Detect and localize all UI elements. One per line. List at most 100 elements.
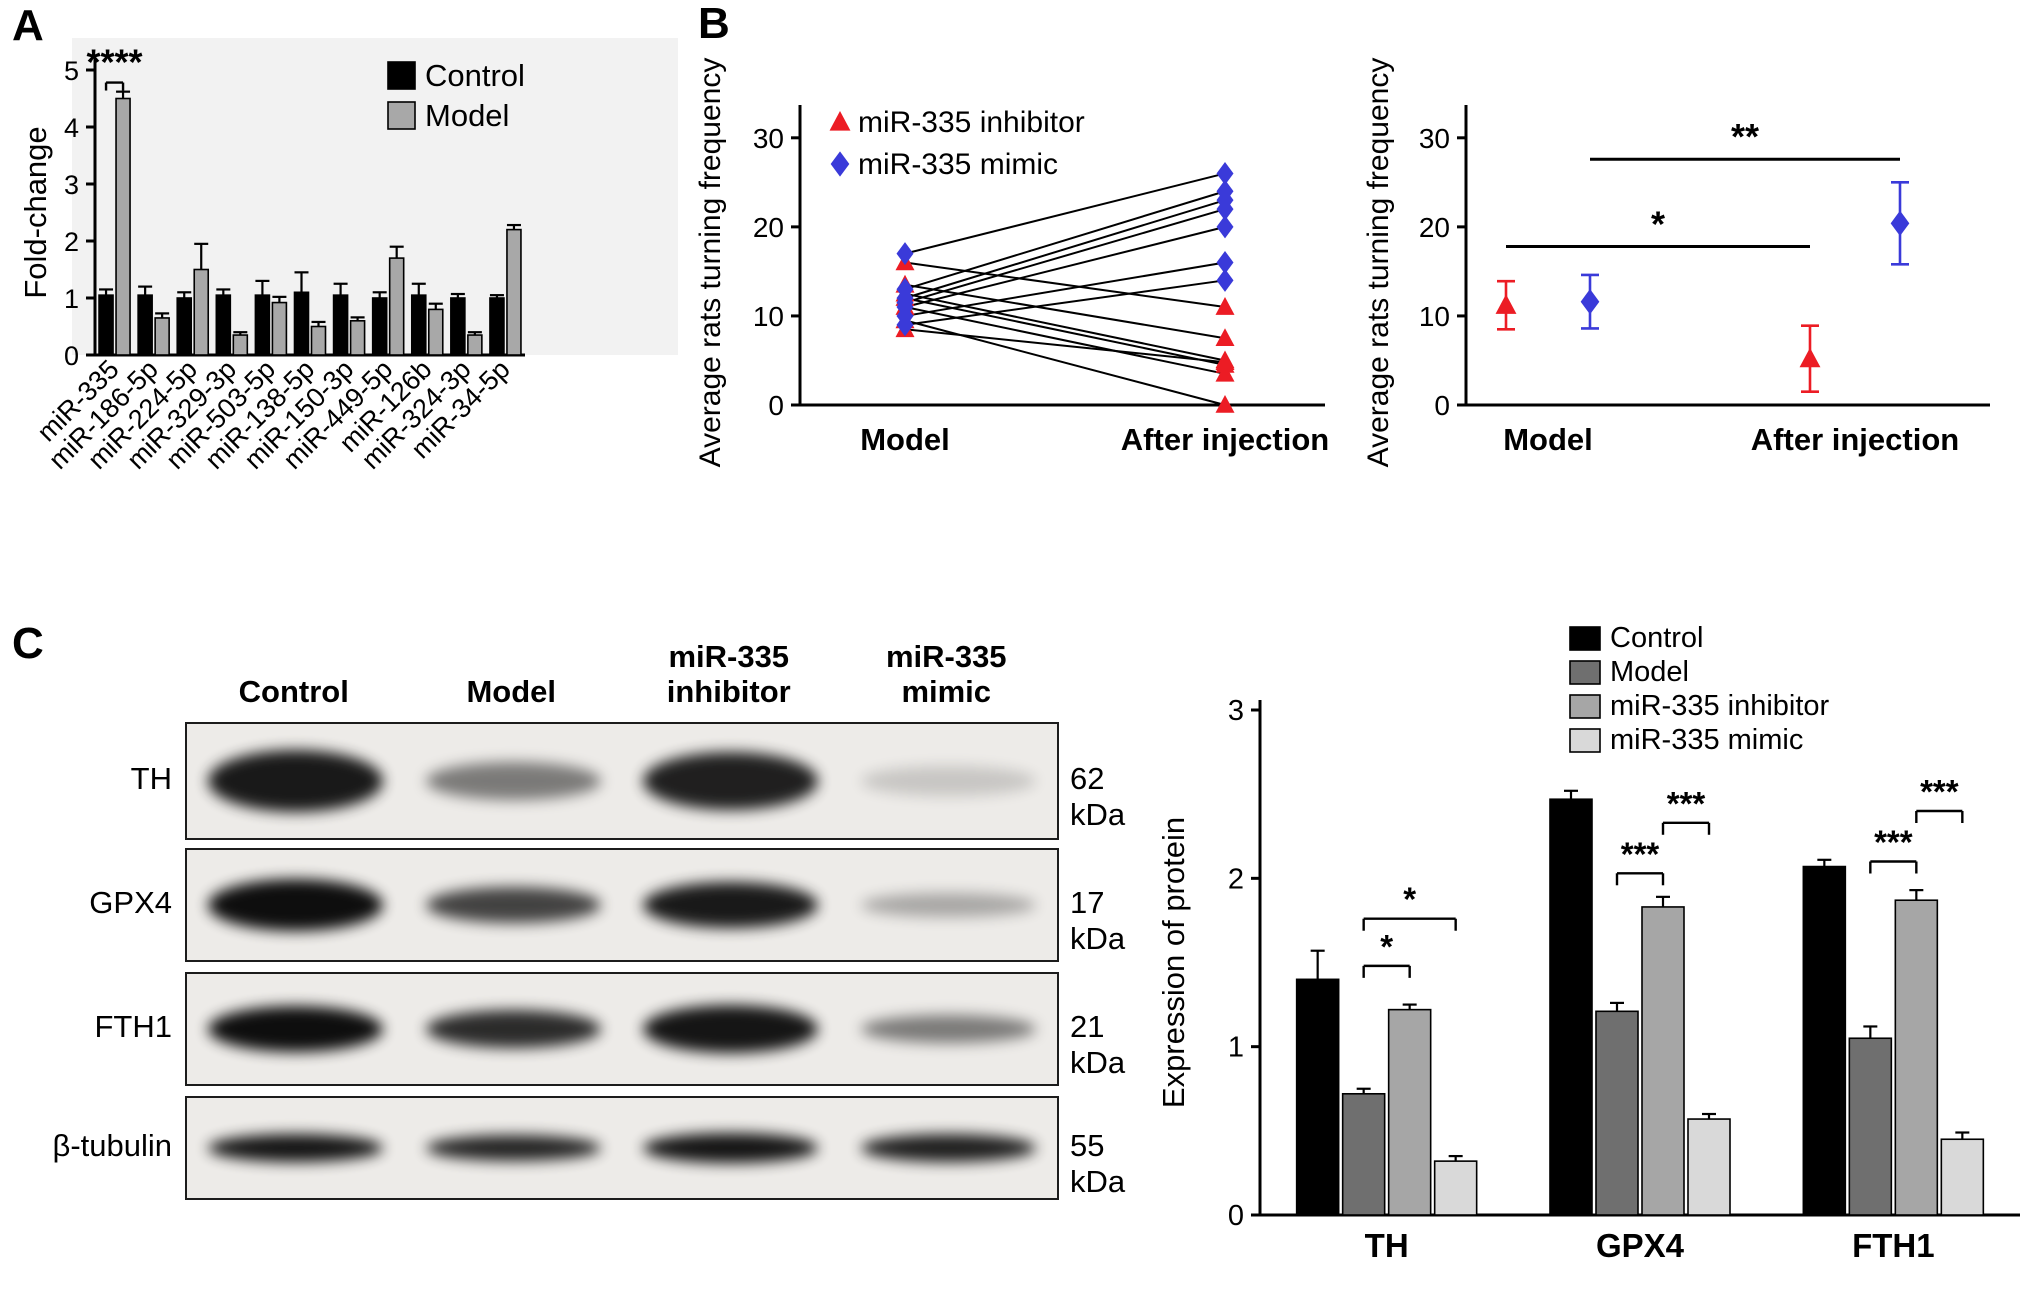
y-tick-label: 5 [64,56,79,86]
y-tick-label: 4 [64,113,79,143]
significance-label: * [1651,203,1665,244]
diamond-marker [1216,251,1234,274]
legend-label: Model [1610,656,1689,688]
molecular-weight-label: 62 kDa [1070,761,1126,832]
legend-label: Control [425,58,525,93]
bar [232,334,249,356]
pair-line [904,283,1226,340]
pair-line [904,319,1226,406]
significance-label: ** [1731,116,1759,157]
protein-band [643,1133,819,1163]
y-tick-label: 30 [1419,123,1450,154]
x-category-label: Model [1503,422,1593,457]
blot-row-label: β-tubulin [52,1128,172,1163]
protein-band [643,882,819,928]
molecular-weight-label: 55 kDa [1070,1128,1126,1199]
bar [1802,865,1847,1216]
y-tick-label: 10 [1419,301,1450,332]
protein-band [425,1010,601,1048]
diamond-marker [896,313,914,337]
protein-band [643,1005,819,1053]
molecular-weight-label: 21 kDa [1070,1009,1126,1080]
y-tick-label: 1 [1228,1032,1244,1064]
bar [1549,798,1593,1216]
bar [388,257,405,356]
y-axis-label: Expression of protein [1156,817,1191,1108]
y-tick-label: 20 [1419,212,1450,243]
lane-header: Control [238,674,349,710]
blot-strip [185,972,1059,1086]
blot-row-label: FTH1 [94,1009,173,1044]
diamond-marker [1890,210,1910,236]
significance-label: *** [1874,824,1913,861]
pair-line [904,208,1226,304]
legend-swatch [387,101,416,130]
x-category-label: TH [1365,1227,1409,1264]
panel-label-c: C [12,619,44,668]
pair-line [904,297,1226,366]
pair-line [904,172,1226,255]
pair-line [904,261,1226,309]
triangle-marker [829,111,851,131]
legend-label: miR-335 mimic [1610,724,1803,756]
legend-label: Model [425,98,509,133]
bar [1687,1118,1731,1216]
bar [1387,1008,1432,1216]
triangle-marker [1215,328,1235,347]
lane-header: miR-335 mimic [885,638,1007,710]
blot-strip [185,1096,1059,1200]
bar [115,97,131,356]
mirna-fold-change-bar-chart: 012345Fold-changemiR-335miR-186-5pmiR-22… [20,38,678,475]
significance-label: *** [1621,835,1660,872]
blot-strip [185,848,1059,962]
diamond-marker [1216,197,1234,221]
protein-band [425,762,601,800]
significance-label: * [1380,928,1393,965]
paired-turning-frequency-chart: 0 10 20 30 Average rats turning frequency Mod… [694,58,1329,468]
bar [371,297,388,356]
bar [1341,1092,1386,1216]
y-tick-label: 20 [753,212,784,243]
y-tick-label: 3 [1228,695,1244,727]
blot-row-label: GPX4 [89,885,172,920]
protein-band [208,1134,384,1162]
bar [271,301,288,356]
pair-line [904,306,1226,375]
bar [98,294,114,356]
protein-band [425,1135,601,1161]
significance-label: *** [1920,773,1959,810]
bar [215,294,232,356]
y-tick-label: 2 [1228,863,1244,895]
bar [1295,978,1340,1216]
legend-label: miR-335 inhibitor [858,106,1085,139]
pair-line [904,328,1226,364]
bar [293,291,310,356]
protein-band [425,887,601,923]
y-tick-label: 2 [64,227,79,257]
y-tick-label: 10 [753,301,784,332]
bar [427,308,444,356]
bar [1433,1160,1478,1216]
legend-swatch [1569,728,1601,753]
pair-line [904,279,1226,326]
protein-band [860,893,1036,917]
triangle-marker [1215,352,1235,371]
x-category-label: GPX4 [1596,1227,1685,1264]
triangle-marker [1799,347,1821,368]
legend-swatch [1569,694,1601,719]
bar [137,294,153,356]
bar [154,317,170,356]
pair-line [904,225,1226,309]
y-tick-label: 1 [64,284,79,314]
protein-band [860,1015,1036,1043]
bar [450,297,466,356]
diamond-marker [830,151,850,177]
y-axis-label: Average rats turning frequency [694,58,727,468]
legend-swatch [1569,626,1601,651]
legend-label: miR-335 mimic [858,148,1058,181]
x-category-label: Model [860,422,950,457]
y-tick-label: 0 [64,341,79,371]
diamond-marker [1216,161,1234,185]
bar [254,294,271,356]
